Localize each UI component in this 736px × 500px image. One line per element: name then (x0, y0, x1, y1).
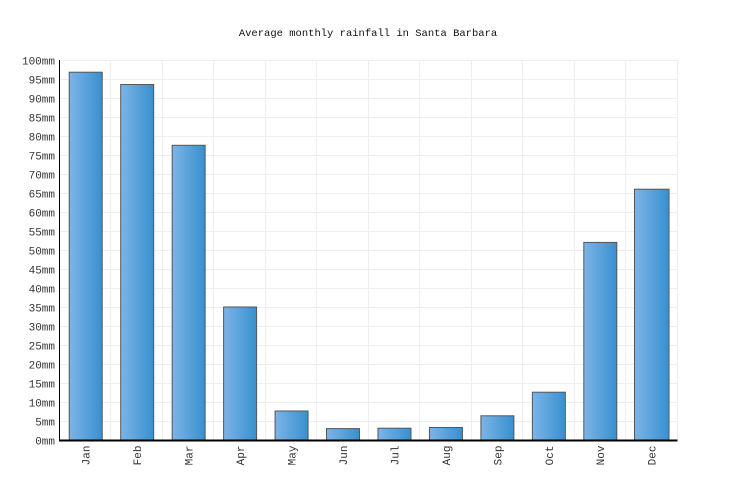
svg-text:Mar: Mar (184, 446, 196, 466)
svg-text:30mm: 30mm (29, 323, 56, 335)
svg-text:Nov: Nov (596, 445, 608, 465)
svg-text:90mm: 90mm (29, 95, 56, 107)
svg-text:50mm: 50mm (29, 247, 56, 259)
svg-text:May: May (287, 445, 299, 465)
svg-text:15mm: 15mm (29, 380, 56, 392)
svg-text:Average monthly rainfall in Sa: Average monthly rainfall in Santa Barbar… (239, 28, 497, 40)
svg-text:Dec: Dec (648, 446, 660, 466)
svg-text:80mm: 80mm (29, 133, 56, 145)
svg-text:Oct: Oct (545, 446, 557, 466)
svg-text:85mm: 85mm (29, 114, 56, 126)
svg-text:100mm: 100mm (22, 57, 55, 69)
svg-text:55mm: 55mm (29, 228, 56, 240)
svg-text:Jan: Jan (82, 446, 94, 466)
svg-text:Jul: Jul (390, 446, 402, 466)
svg-text:Apr: Apr (236, 446, 248, 466)
svg-text:75mm: 75mm (29, 152, 56, 164)
svg-text:35mm: 35mm (29, 304, 56, 316)
svg-text:25mm: 25mm (29, 342, 56, 354)
svg-text:45mm: 45mm (29, 266, 56, 278)
svg-text:95mm: 95mm (29, 76, 56, 88)
svg-text:20mm: 20mm (29, 361, 56, 373)
svg-text:10mm: 10mm (29, 399, 56, 411)
svg-text:60mm: 60mm (29, 209, 56, 221)
svg-text:5mm: 5mm (35, 418, 55, 430)
svg-text:Aug: Aug (442, 446, 454, 466)
svg-text:0mm: 0mm (35, 437, 55, 449)
svg-text:40mm: 40mm (29, 285, 56, 297)
svg-text:70mm: 70mm (29, 171, 56, 183)
svg-text:Jun: Jun (339, 446, 351, 466)
svg-text:65mm: 65mm (29, 190, 56, 202)
svg-text:Feb: Feb (133, 446, 145, 466)
svg-text:Sep: Sep (493, 446, 505, 466)
